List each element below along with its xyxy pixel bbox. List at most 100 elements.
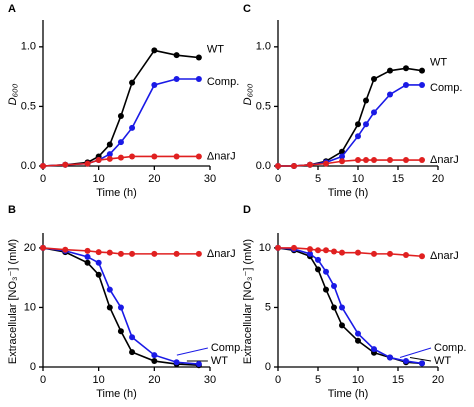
- series-line: [42, 78, 199, 167]
- data-point: [403, 358, 409, 365]
- data-point: [355, 337, 361, 344]
- x-tick-label: 10: [352, 374, 364, 386]
- data-point: [323, 247, 329, 254]
- data-point: [129, 334, 136, 341]
- data-point: [95, 249, 102, 256]
- series-line: [277, 247, 423, 365]
- y-axis-label: Extracellular [NO₃⁻] (mM): [7, 239, 19, 364]
- series-line: [42, 247, 199, 365]
- series-line: [42, 49, 199, 167]
- data-point: [129, 153, 136, 160]
- y-tick-label: 0.5: [21, 100, 36, 112]
- data-point: [419, 81, 425, 88]
- data-point: [363, 97, 369, 104]
- data-point: [173, 359, 180, 366]
- data-point: [387, 354, 393, 361]
- data-point: [84, 253, 91, 260]
- data-point: [106, 141, 113, 148]
- data-point: [331, 283, 337, 290]
- panel-letter: C: [243, 3, 251, 15]
- data-point: [323, 268, 329, 275]
- series-line: [42, 247, 199, 367]
- series-label: WT: [430, 57, 447, 69]
- data-point: [62, 246, 69, 253]
- data-point: [117, 328, 124, 335]
- series-label: ΔnarJ: [207, 150, 236, 162]
- x-tick-label: 30: [204, 173, 216, 185]
- data-point: [339, 249, 345, 256]
- data-point: [363, 157, 369, 164]
- x-tick-label: 30: [204, 374, 216, 386]
- y-tick-label: 20: [24, 242, 36, 254]
- data-point: [339, 304, 345, 311]
- x-tick-label: 5: [315, 173, 321, 185]
- x-tick-label: 20: [432, 173, 444, 185]
- data-point: [331, 304, 337, 311]
- x-axis-label: Time (h): [96, 187, 137, 199]
- data-point: [339, 153, 345, 160]
- x-tick-label: 15: [392, 173, 404, 185]
- data-point: [129, 124, 136, 131]
- data-point: [355, 249, 361, 256]
- leader-line: [176, 347, 208, 356]
- data-point: [195, 361, 202, 368]
- data-point: [387, 157, 393, 164]
- data-point: [371, 76, 377, 83]
- data-point: [291, 244, 297, 251]
- data-point: [339, 158, 345, 165]
- data-point: [307, 250, 313, 257]
- data-point: [129, 250, 136, 257]
- y-tick-label: 0.0: [256, 160, 271, 172]
- data-point: [307, 161, 313, 168]
- x-axis-label: Time (h): [328, 187, 369, 199]
- y-axis-label: D₆₀₀: [7, 83, 19, 105]
- panel: B 0 10 20 30 0 10 20 Time (h) Extracellular [NO₃⁻…: [7, 204, 243, 400]
- data-point: [40, 163, 46, 169]
- x-tick-label: 0: [275, 374, 281, 386]
- data-point: [355, 330, 361, 337]
- leader-line: [409, 356, 432, 362]
- data-point: [129, 79, 136, 86]
- data-point: [117, 154, 124, 161]
- data-point: [419, 360, 425, 367]
- x-tick-label: 0: [40, 173, 46, 185]
- data-point: [151, 47, 158, 54]
- panel-letter: B: [8, 204, 16, 216]
- data-point: [355, 157, 361, 164]
- series-label: Comp.: [207, 76, 239, 88]
- data-point: [419, 67, 425, 74]
- data-point: [40, 244, 46, 251]
- panel: A 0 10 20 30 0.0 0.5 1.0 Time (h) D₆₀₀ WT Comp. Δnar…: [7, 3, 239, 199]
- series-label: ΔnarJ: [207, 248, 236, 260]
- data-point: [151, 153, 158, 160]
- data-point: [371, 346, 377, 353]
- data-point: [151, 358, 158, 365]
- data-point: [315, 266, 321, 273]
- data-point: [84, 160, 91, 167]
- data-point: [403, 65, 409, 72]
- data-point: [195, 54, 202, 61]
- data-point: [323, 160, 329, 167]
- series-line: [278, 84, 422, 167]
- data-point: [195, 153, 202, 160]
- data-point: [387, 91, 393, 98]
- y-axis-label: Extracellular [NO₃⁻] (mM): [242, 239, 254, 364]
- data-point: [323, 286, 329, 293]
- series-label: Comp.: [434, 342, 466, 354]
- y-tick-label: 0: [30, 361, 36, 373]
- data-point: [387, 67, 393, 74]
- y-tick-label: 5: [265, 301, 271, 313]
- data-point: [106, 304, 113, 311]
- data-point: [355, 133, 361, 140]
- data-point: [371, 250, 377, 257]
- data-point: [275, 244, 281, 251]
- data-point: [195, 76, 202, 83]
- data-point: [151, 352, 158, 359]
- data-point: [339, 148, 345, 155]
- data-point: [403, 157, 409, 164]
- x-tick-label: 0: [40, 374, 46, 386]
- data-point: [106, 151, 113, 158]
- data-point: [62, 161, 69, 168]
- x-tick-label: 10: [93, 173, 105, 185]
